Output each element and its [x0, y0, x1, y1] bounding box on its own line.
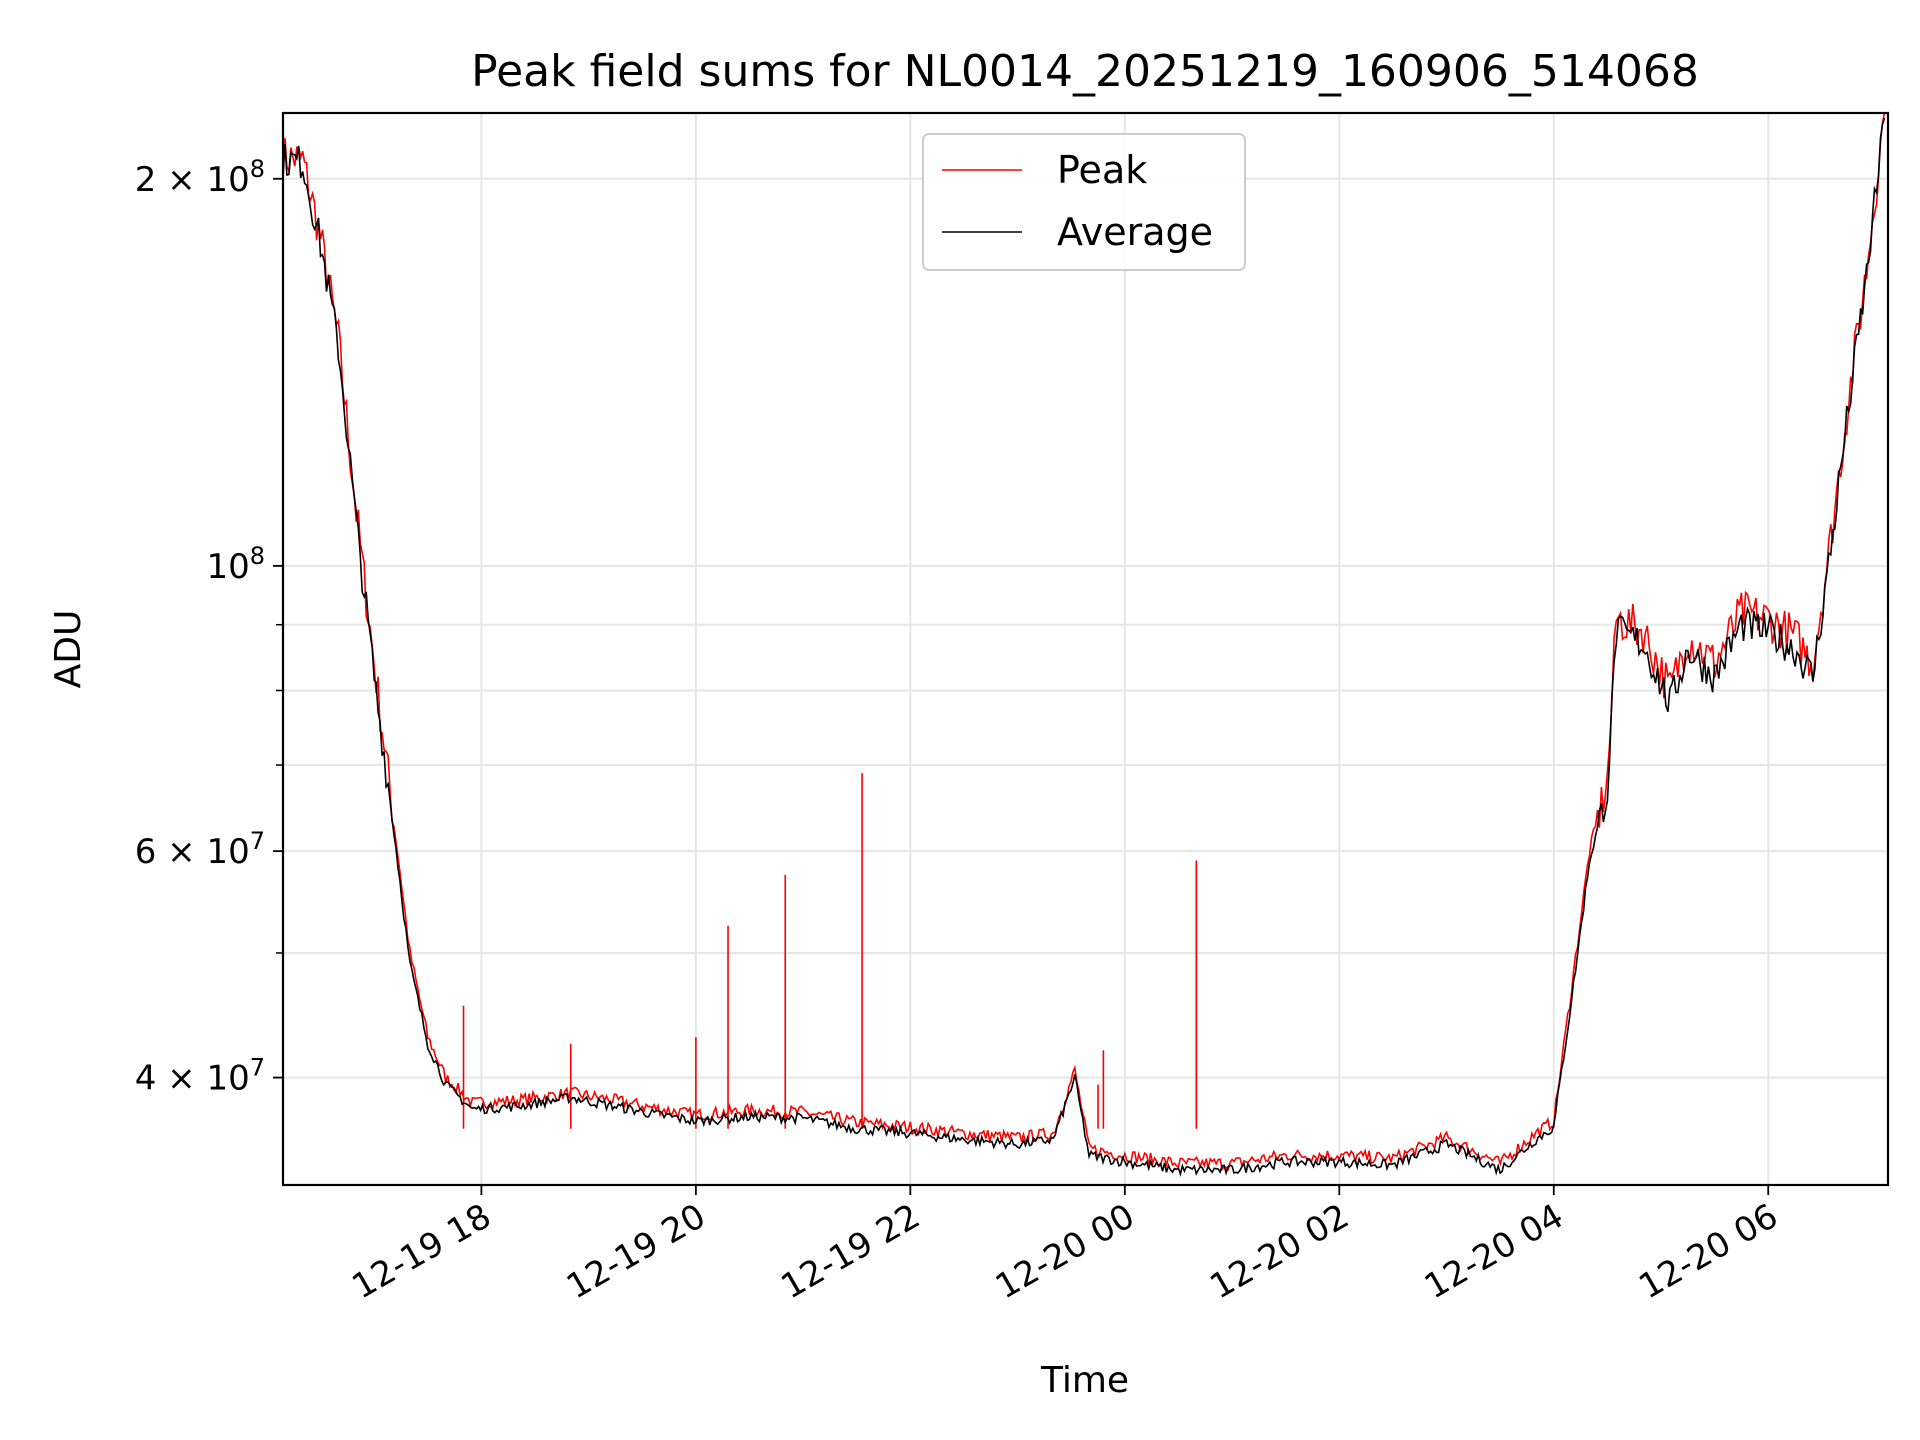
y-tick-label: 4 × 107: [135, 1054, 265, 1099]
legend: Peak Average: [922, 133, 1246, 271]
series-layer: [283, 113, 1886, 1178]
x-axis-label: Time: [1040, 1360, 1129, 1401]
plot-frame: [281, 111, 1890, 1187]
legend-box: [922, 133, 1246, 271]
chart-title: Peak field sums for NL0014_20251219_1609…: [471, 46, 1699, 97]
y-tick-label: 2 × 108: [135, 155, 265, 200]
y-tick-label: 108: [206, 542, 265, 587]
series-group: [283, 113, 1886, 1178]
legend-peak-label: Peak: [1057, 148, 1147, 192]
y-tick-label: 6 × 107: [135, 827, 265, 872]
legend-average-label: Average: [1057, 210, 1213, 254]
series-average-line: [283, 117, 1886, 1178]
grid: [283, 113, 1888, 1185]
y-axis-label: ADU: [48, 610, 89, 689]
y-axis: 2 × 108 108 6 × 107 4 × 107: [135, 155, 283, 1099]
